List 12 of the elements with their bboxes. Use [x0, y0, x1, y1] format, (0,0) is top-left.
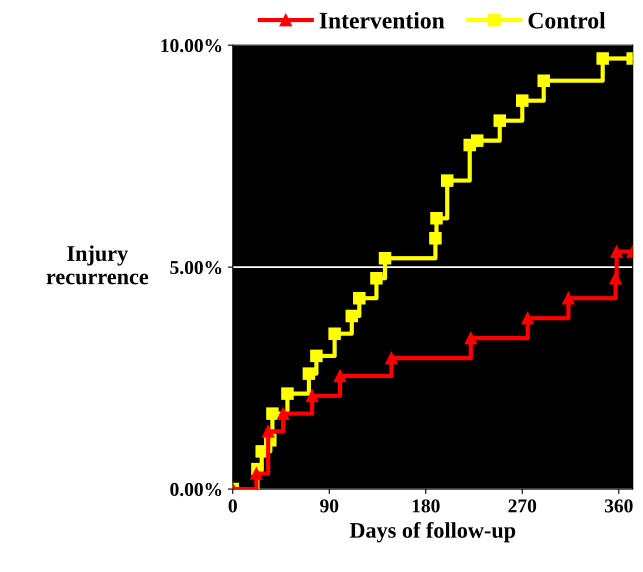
- y-tick-label: 0.00%: [170, 482, 222, 496]
- x-axis-title: Days of follow-up: [350, 522, 516, 542]
- y-axis-title: Injury recurrence: [46, 245, 148, 284]
- x-tick-label: 180: [412, 499, 440, 512]
- x-tick-label: 360: [604, 499, 633, 512]
- x-tick-label: 270: [508, 499, 536, 512]
- legend-label: Intervention: [320, 12, 444, 29]
- x-tick-label: 90: [320, 499, 338, 512]
- y-tick-label: 5.00%: [170, 260, 222, 274]
- x-tick-label: 0: [228, 499, 237, 512]
- legend-label: Control: [528, 12, 606, 29]
- y-tick-label: 10.00%: [161, 39, 222, 52]
